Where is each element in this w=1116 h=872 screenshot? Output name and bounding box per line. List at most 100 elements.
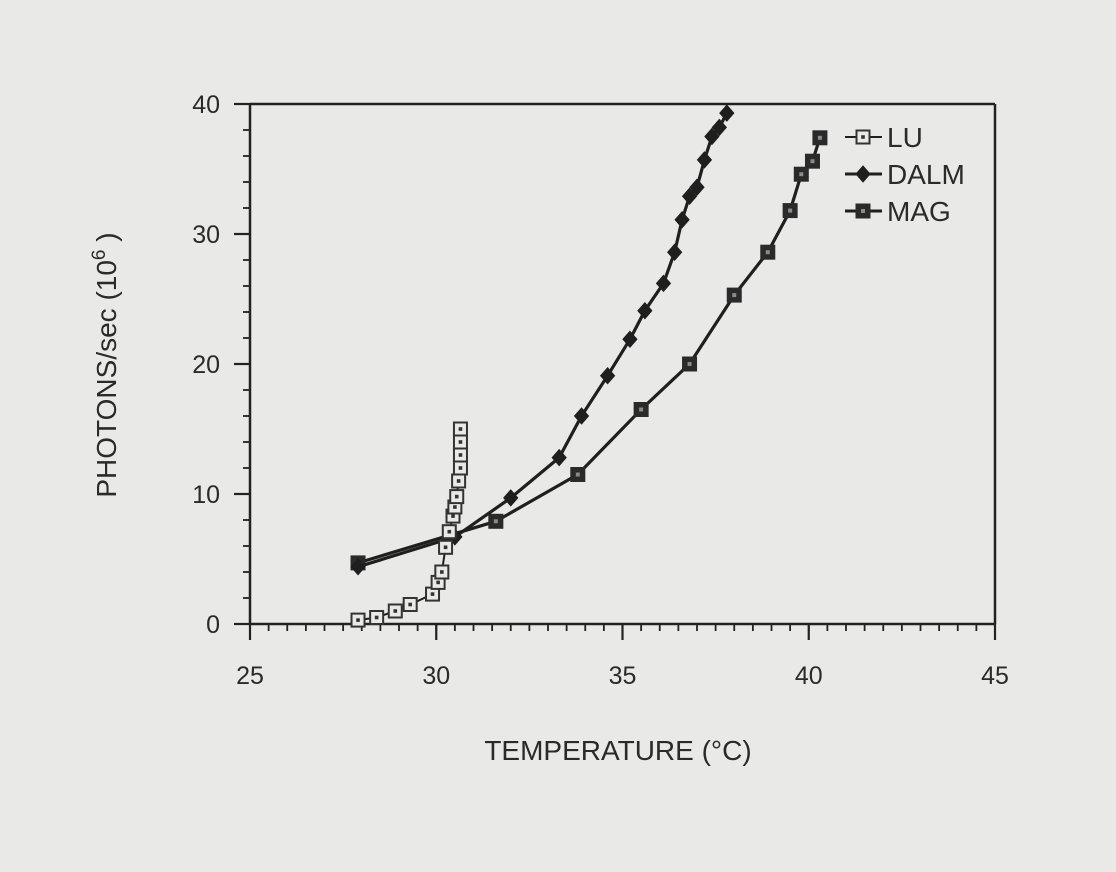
marker-center bbox=[861, 135, 865, 139]
data-point-dalm bbox=[719, 104, 735, 122]
legend-label-dalm: DALM bbox=[887, 159, 965, 190]
series-line-dalm bbox=[357, 112, 729, 569]
data-point-dalm bbox=[689, 178, 705, 196]
data-point-lu bbox=[441, 524, 457, 540]
series-mag bbox=[350, 130, 828, 571]
data-point-mag bbox=[812, 130, 828, 146]
legend-label-lu: LU bbox=[887, 122, 923, 153]
marker-center bbox=[799, 172, 804, 177]
marker-center bbox=[430, 592, 435, 596]
x-tick-label: 25 bbox=[236, 662, 264, 690]
series-line-mag bbox=[357, 137, 822, 565]
marker-center bbox=[451, 514, 455, 518]
x-tick-label: 40 bbox=[795, 662, 823, 690]
data-point-mag bbox=[726, 287, 742, 303]
y-axis-title-end: ) bbox=[91, 232, 122, 249]
y-tick-label: 20 bbox=[192, 351, 220, 379]
data-point-lu bbox=[451, 473, 467, 489]
y-axis-title-main: PHOTONS/sec (10 bbox=[91, 260, 122, 498]
legend-item-mag: MAG bbox=[845, 196, 951, 227]
data-point-dalm bbox=[573, 407, 590, 425]
marker-center bbox=[810, 159, 815, 164]
marker-center bbox=[393, 609, 398, 613]
x-axis-ticks: 25 30 35 40 45 bbox=[236, 624, 1009, 690]
marker-center bbox=[575, 472, 580, 477]
marker-center bbox=[443, 545, 448, 550]
data-point-lu bbox=[369, 610, 385, 625]
x-tick-label: 35 bbox=[609, 662, 637, 690]
data-point-dalm bbox=[674, 210, 690, 229]
data-point-lu bbox=[452, 421, 468, 437]
legend-marker-lu bbox=[855, 129, 871, 145]
data-point-dalm bbox=[666, 243, 683, 261]
x-tick-label: 45 bbox=[981, 662, 1009, 690]
data-point-lu bbox=[387, 603, 403, 619]
data-point-mag bbox=[793, 166, 809, 182]
data-point-lu bbox=[434, 564, 450, 580]
marker-center bbox=[493, 519, 498, 524]
plot-frame bbox=[248, 102, 997, 626]
marker-center bbox=[639, 407, 644, 412]
marker-center bbox=[456, 479, 461, 483]
data-point-lu bbox=[438, 539, 454, 555]
y-tick-label: 30 bbox=[192, 221, 220, 249]
legend: LU DALM MAG bbox=[845, 122, 965, 227]
legend-item-dalm: DALM bbox=[845, 159, 965, 190]
x-axis-title: TEMPERATURE (°C) bbox=[484, 735, 751, 766]
marker-center bbox=[687, 362, 692, 366]
marker-center bbox=[454, 494, 459, 499]
y-axis-ticks: 0 10 20 30 40 bbox=[192, 91, 250, 639]
data-point-dalm bbox=[637, 301, 653, 320]
y-axis-title: PHOTONS/sec (106 ) bbox=[89, 232, 122, 497]
legend-item-lu: LU bbox=[845, 122, 923, 153]
legend-label-mag: MAG bbox=[887, 196, 951, 227]
data-point-mag bbox=[682, 356, 698, 372]
y-tick-label: 10 bbox=[192, 481, 220, 509]
marker-center bbox=[447, 529, 452, 534]
marker-center bbox=[788, 208, 793, 213]
legend-marker-dalm bbox=[855, 165, 871, 183]
marker-center bbox=[458, 427, 463, 431]
marker-center bbox=[817, 135, 822, 140]
data-point-mag bbox=[804, 153, 820, 169]
data-point-dalm bbox=[503, 489, 519, 507]
data-point-lu bbox=[452, 434, 468, 450]
data-point-dalm bbox=[350, 558, 366, 576]
marker-center bbox=[732, 293, 737, 298]
data-point-mag bbox=[570, 467, 586, 482]
data-point-dalm bbox=[696, 151, 713, 169]
marker-center bbox=[765, 250, 770, 255]
data-point-dalm bbox=[622, 330, 638, 349]
marker-center bbox=[374, 615, 379, 620]
data-point-mag bbox=[633, 402, 649, 417]
marker-center bbox=[458, 440, 463, 444]
marker-center bbox=[458, 466, 463, 470]
series-lu bbox=[350, 421, 468, 628]
data-point-dalm bbox=[711, 118, 728, 137]
marker-center bbox=[440, 570, 444, 574]
data-point-lu bbox=[350, 612, 366, 628]
series-layer bbox=[350, 104, 828, 628]
series-dalm bbox=[350, 104, 735, 576]
marker-center bbox=[408, 602, 412, 607]
marker-center bbox=[861, 209, 865, 213]
data-point-mag bbox=[782, 203, 798, 219]
data-point-dalm bbox=[551, 448, 567, 467]
y-axis-title-exponent: 6 bbox=[89, 249, 110, 260]
data-point-lu bbox=[452, 447, 468, 463]
data-point-lu bbox=[402, 597, 418, 612]
data-point-mag bbox=[488, 513, 504, 529]
data-point-dalm bbox=[704, 127, 720, 146]
marker-center bbox=[356, 618, 360, 622]
legend-marker-mag bbox=[855, 203, 871, 219]
y-tick-label: 40 bbox=[192, 91, 220, 119]
marker-center bbox=[436, 580, 440, 585]
data-point-dalm bbox=[655, 274, 672, 293]
marker-center bbox=[453, 505, 457, 509]
data-point-mag bbox=[760, 244, 776, 260]
data-point-lu bbox=[449, 489, 465, 505]
data-point-lu bbox=[452, 460, 468, 476]
y-tick-label: 0 bbox=[206, 611, 220, 639]
x-tick-label: 30 bbox=[422, 662, 450, 690]
